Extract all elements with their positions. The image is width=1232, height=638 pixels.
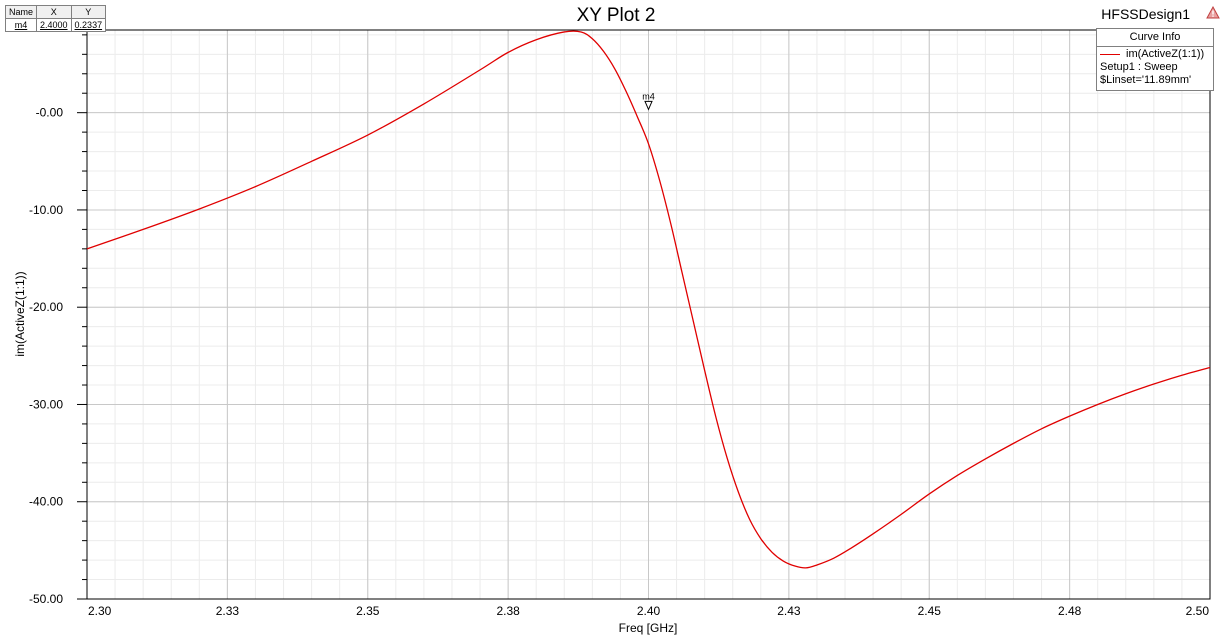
warning-triangle-icon[interactable]: [1206, 6, 1220, 19]
y-tick-label: -10.00: [29, 203, 63, 217]
x-tick-label: 2.43: [777, 604, 801, 618]
legend-header: Curve Info: [1097, 29, 1213, 47]
plot-frame: [86, 29, 1211, 600]
chart-title: XY Plot 2: [577, 5, 656, 26]
series-line: [86, 30, 1211, 569]
design-name: HFSSDesign1: [1101, 6, 1190, 22]
marker-table-row[interactable]: m4 2.4000 0.2337: [4, 18, 107, 32]
y-tick-label: -20.00: [29, 300, 63, 314]
x-axis: 2.30 2.33 2.35 2.38 2.40 2.43 2.45 2.48 2.50: [88, 604, 1209, 618]
legend-entry-label: im(ActiveZ(1:1)): [1126, 48, 1205, 60]
legend-setup-text: Setup1 : Sweep: [1100, 61, 1178, 73]
marker-table[interactable]: Name X Y m4 2.4000 0.2337: [4, 5, 107, 32]
legend-entry[interactable]: im(ActiveZ(1:1)): [1097, 47, 1213, 61]
marker-triangle-icon[interactable]: [644, 100, 653, 111]
x-tick-label: 2.35: [356, 604, 380, 618]
x-tick-label: 2.48: [1058, 604, 1082, 618]
marker-label: m4: [642, 91, 655, 101]
y-tick-label: -30.00: [29, 397, 63, 411]
marker-table-header-x: X: [36, 5, 72, 19]
legend-variable-text: $Linset='11.89mm': [1100, 74, 1192, 86]
legend-line-swatch: [1100, 53, 1120, 55]
marker-x-value: 2.4000: [36, 18, 72, 32]
series-layer: [86, 30, 1211, 569]
y-tick-label: -50.00: [29, 592, 63, 606]
x-tick-label: 2.40: [637, 604, 661, 618]
marker-table-header-y: Y: [70, 5, 107, 19]
marker-table-header-name: Name: [4, 5, 38, 19]
y-axis-label: im(ActiveZ(1:1)): [13, 271, 27, 356]
y-axis: -0.00 -10.00 -20.00 -30.00 -40.00 -50.00: [29, 34, 87, 606]
y-tick-label: -0.00: [36, 106, 64, 120]
x-tick-label: 2.30: [88, 604, 112, 618]
marker-y-value: 0.2337: [70, 18, 107, 32]
grid-lines: [86, 30, 1211, 600]
x-axis-label: Freq [GHz]: [619, 621, 678, 635]
marker-layer[interactable]: m4: [642, 91, 655, 111]
y-tick-label: -40.00: [29, 495, 63, 509]
x-tick-label: 2.50: [1186, 604, 1210, 618]
curve-info-legend[interactable]: Curve Info im(ActiveZ(1:1)) Setup1 : Swe…: [1096, 28, 1214, 91]
x-tick-label: 2.33: [216, 604, 240, 618]
x-tick-label: 2.38: [496, 604, 520, 618]
x-tick-label: 2.45: [918, 604, 942, 618]
marker-name[interactable]: m4: [4, 18, 38, 32]
